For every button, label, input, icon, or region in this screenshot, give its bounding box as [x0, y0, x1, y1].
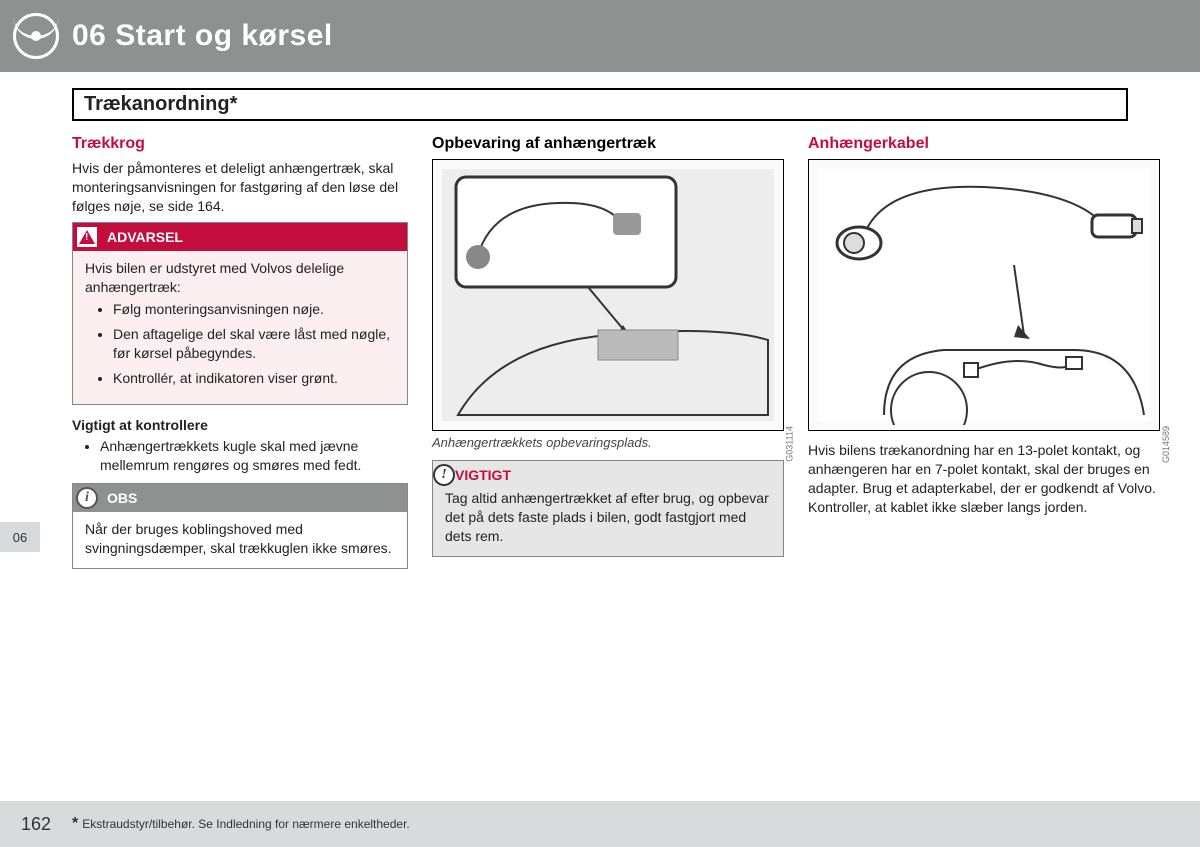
list-item: Den aftagelige del skal være låst med nø…	[113, 325, 395, 363]
obs-body: Når der bruges koblingshoved med svingni…	[73, 512, 407, 568]
info-icon: i	[73, 484, 101, 512]
heading-opbevaring: Opbevaring af anhængertræk	[432, 135, 784, 153]
page-header: 06 Start og kørsel	[0, 0, 1200, 72]
important-title: VIGTIGT	[455, 467, 511, 483]
heading-anhaengerkabel: Anhængerkabel	[808, 135, 1160, 153]
list-item: Kontrollér, at indikatoren viser grønt.	[113, 369, 395, 388]
list-item: Anhængertrækkets kugle skal med jævne me…	[100, 437, 408, 475]
figure-id: G014589	[1161, 426, 1171, 463]
column-1: Trækkrog Hvis der påmonteres et deleligt…	[72, 135, 408, 581]
important-body: Tag altid anhængertrækket af efter brug,…	[433, 489, 783, 556]
column-3: Anhængerkabel G014589 Hvis bilens trækan…	[808, 135, 1160, 581]
figure-caption: Anhængertrækkets opbevaringsplads.	[432, 435, 784, 450]
warning-intro: Hvis bilen er udstyret med Volvos deleli…	[85, 259, 395, 297]
paragraph: Hvis bilens trækanordning har en 13-pole…	[808, 441, 1160, 517]
important-box: ! VIGTIGT Tag altid anhængertrækket af e…	[432, 460, 784, 557]
figure-trailer-cable: G014589	[808, 159, 1160, 431]
obs-box: i OBS Når der bruges koblingshoved med s…	[72, 483, 408, 569]
heading-trakkrog: Trækkrog	[72, 135, 408, 153]
page-number: 162	[0, 814, 72, 835]
steering-wheel-icon	[0, 0, 72, 72]
warning-title: ADVARSEL	[107, 229, 183, 245]
figure-towbar-storage: G031114	[432, 159, 784, 431]
figure-id: G031114	[785, 426, 795, 462]
chapter-title: 06 Start og kørsel	[72, 19, 333, 53]
footnote: *Ekstraudstyr/tilbehør. Se Indledning fo…	[72, 815, 410, 833]
column-2: Opbevaring af anhængertræk G031114 Anhæn…	[432, 135, 784, 581]
obs-title: OBS	[107, 490, 137, 506]
paragraph: Hvis der påmonteres et deleligt anhænger…	[72, 159, 408, 216]
page-footer: 162 *Ekstraudstyr/tilbehør. Se Indlednin…	[0, 801, 1200, 847]
subheading: Vigtigt at kontrollere	[72, 417, 408, 433]
list-item: Følg monteringsanvisningen nøje.	[113, 300, 395, 319]
warning-triangle-icon	[73, 223, 101, 251]
chapter-tab: 06	[0, 522, 40, 552]
important-icon: !	[433, 464, 455, 486]
warning-box: ADVARSEL Hvis bilen er udstyret med Volv…	[72, 222, 408, 405]
section-title: Trækanordning*	[72, 88, 1128, 121]
